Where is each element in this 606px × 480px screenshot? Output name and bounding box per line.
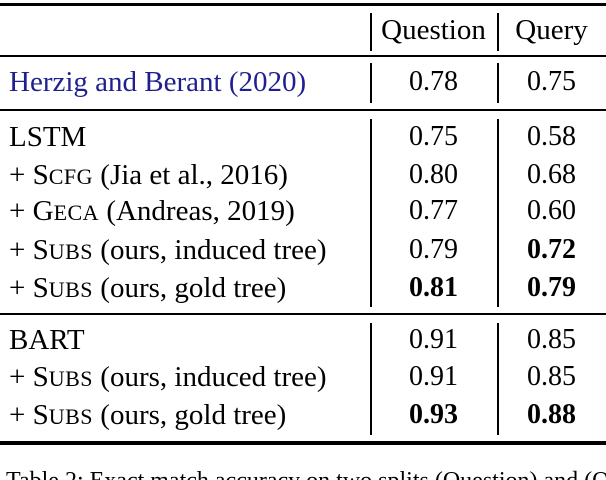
row-lstm-subs-induced: + SUBS (ours, induced tree) 0.79 0.72 — [0, 231, 606, 269]
top-rule — [0, 3, 606, 6]
query-value: 0.75 — [527, 66, 576, 97]
question-value: 0.80 — [409, 159, 458, 190]
question-value: 0.77 — [409, 195, 458, 226]
question-value: 0.79 — [409, 234, 458, 265]
col-separator — [370, 119, 372, 307]
question-value: 0.91 — [409, 361, 458, 392]
row-lstm: LSTM 0.75 0.58 — [0, 118, 606, 156]
model-label: + SUBS (ours, gold tree) — [9, 272, 287, 304]
row-bart-subs-induced: + SUBS (ours, induced tree) 0.91 0.85 — [0, 358, 606, 396]
query-value: 0.58 — [527, 121, 576, 152]
model-label: + SCFG (Jia et al., 2016) — [9, 159, 288, 191]
model-label: BART — [9, 324, 85, 356]
query-value: 0.68 — [527, 159, 576, 190]
rule-below-lstm-section — [0, 313, 606, 315]
row-lstm-subs-gold: + SUBS (ours, gold tree) 0.81 0.79 — [0, 269, 606, 307]
question-value: 0.78 — [409, 66, 458, 97]
query-value: 0.88 — [527, 399, 576, 430]
query-value: 0.72 — [527, 234, 576, 265]
model-label: + SUBS (ours, induced tree) — [9, 361, 327, 393]
question-value: 0.81 — [409, 272, 458, 303]
query-value: 0.60 — [527, 195, 576, 226]
question-value: 0.93 — [409, 399, 458, 430]
rule-below-citation-row — [0, 109, 606, 111]
label-prefix: Herzig and Berant (2020) — [9, 66, 307, 98]
table-caption-clipped: Table 2: Exact match accuracy on two spl… — [6, 466, 606, 480]
query-value: 0.85 — [527, 324, 576, 355]
question-value: 0.75 — [409, 121, 458, 152]
query-value: 0.79 — [527, 272, 576, 303]
row-lstm-geca: + GECA (Andreas, 2019) 0.77 0.60 — [0, 192, 606, 230]
model-label: LSTM — [9, 121, 87, 153]
row-lstm-scfg: + SCFG (Jia et al., 2016) 0.80 0.68 — [0, 156, 606, 194]
question-value: 0.91 — [409, 324, 458, 355]
column-header-query: Query — [515, 14, 588, 46]
model-label: + SUBS (ours, induced tree) — [9, 234, 327, 266]
col-separator — [370, 63, 372, 103]
col-separator — [370, 323, 372, 435]
header-row: Question Query — [0, 11, 606, 49]
row-bart-subs-gold: + SUBS (ours, gold tree) 0.93 0.88 — [0, 396, 606, 434]
col-separator — [497, 63, 499, 103]
col-separator — [497, 323, 499, 435]
model-label-citation-link[interactable]: Herzig and Berant (2020) — [9, 63, 367, 101]
model-label: + GECA (Andreas, 2019) — [9, 195, 295, 227]
rule-below-header — [0, 55, 606, 57]
model-label: + SUBS (ours, gold tree) — [9, 399, 287, 431]
bottom-rule — [0, 441, 606, 445]
row-bart: BART 0.91 0.85 — [0, 321, 606, 359]
col-separator — [497, 13, 499, 51]
column-header-question: Question — [381, 14, 486, 46]
query-value: 0.85 — [527, 361, 576, 392]
row-herzig-berant: Herzig and Berant (2020) 0.78 0.75 — [0, 63, 606, 101]
col-separator — [370, 13, 372, 51]
col-separator — [497, 119, 499, 307]
